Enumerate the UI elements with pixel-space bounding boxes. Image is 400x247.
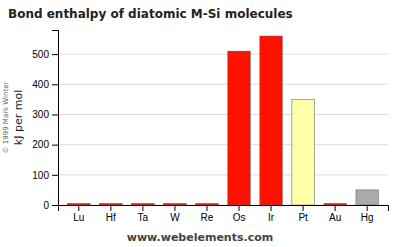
grid-line <box>58 174 388 175</box>
x-tick-label: Re <box>201 212 214 223</box>
x-tick-label: Ir <box>268 212 275 223</box>
x-tick: Ir <box>268 205 275 223</box>
copyright: © 1999 Mark Winter <box>2 81 10 153</box>
bar <box>324 203 346 205</box>
bar <box>292 99 314 205</box>
x-tick: Os <box>233 205 246 223</box>
y-tick-label: 300 <box>32 109 49 120</box>
x-tick-label: Os <box>233 212 246 223</box>
x-tick: Hg <box>361 205 374 223</box>
x-tick: Ta <box>138 205 149 223</box>
y-tick: 100 <box>32 170 58 181</box>
x-tick-mark <box>239 205 240 211</box>
y-tick-label: 500 <box>32 49 49 60</box>
y-tick-mark <box>52 205 58 206</box>
x-tick-label: Ta <box>138 212 149 223</box>
x-tick-mark <box>303 205 304 211</box>
y-tick: 0 <box>43 200 58 211</box>
watermark: www.webelements.com <box>127 231 273 244</box>
bar <box>132 203 154 205</box>
x-tick-mark <box>174 205 175 211</box>
y-tick-mark <box>52 54 58 55</box>
x-tick-label: Pt <box>298 212 308 223</box>
x-tick-mark <box>206 205 207 211</box>
y-tick: 500 <box>32 49 58 60</box>
y-tick-mark <box>52 175 58 176</box>
x-tick: Au <box>329 205 341 223</box>
bar <box>260 36 282 205</box>
x-tick-label: Lu <box>73 212 84 223</box>
x-tick-label: W <box>170 212 180 223</box>
title: Bond enthalpy of diatomic M-Si molecules <box>8 7 293 21</box>
x-axis-line <box>59 206 389 212</box>
plot-area: 0 100 200 300 400 500 Lu Hf Ta W Re Os Ir Pt Au Hg <box>32 31 388 224</box>
x-tick-mark <box>367 205 368 211</box>
x-tick-label: Hf <box>106 212 116 223</box>
y-tick: 200 <box>32 139 58 150</box>
y-tick-mark <box>52 84 58 85</box>
bar <box>68 203 90 205</box>
y-tick-mark <box>52 114 58 115</box>
y-axis-line <box>52 31 59 206</box>
x-tick: Hf <box>106 205 116 223</box>
bar <box>196 203 218 205</box>
bars <box>68 36 379 205</box>
x-tick-mark <box>142 205 143 211</box>
bar <box>228 51 250 205</box>
x-tick: Re <box>201 205 214 223</box>
x-tick-label: Hg <box>361 212 374 223</box>
y-tick-label: 400 <box>32 79 49 90</box>
grid-line <box>58 144 388 145</box>
x-tick-mark <box>271 205 272 211</box>
x-tick: Lu <box>73 205 84 223</box>
bar <box>356 190 378 205</box>
grid-line <box>58 114 388 115</box>
x-tick-mark <box>335 205 336 211</box>
y-tick: 400 <box>32 79 58 90</box>
x-tick-mark <box>110 205 111 211</box>
y-axis: 0 100 200 300 400 500 <box>32 31 58 211</box>
y-tick-mark <box>52 145 58 146</box>
y-tick-label: 0 <box>43 200 49 211</box>
y-tick: 300 <box>32 109 58 120</box>
bar <box>164 203 186 205</box>
grid-line <box>58 84 388 85</box>
chart: 0 100 200 300 400 500 Lu Hf Ta W Re Os Ir Pt Au Hg Bond … <box>0 0 400 247</box>
y-tick-label: 100 <box>32 170 49 181</box>
grid-line <box>58 54 388 55</box>
bar <box>100 203 122 205</box>
y-tick-label: 200 <box>32 139 49 150</box>
x-axis: Lu Hf Ta W Re Os Ir Pt Au Hg <box>59 205 389 223</box>
x-tick-label: Au <box>329 212 341 223</box>
x-tick: W <box>170 205 180 223</box>
x-tick-mark <box>78 205 79 211</box>
grid <box>58 54 388 205</box>
x-tick: Pt <box>298 205 308 223</box>
y-axis-title: kJ per mol <box>12 90 25 145</box>
